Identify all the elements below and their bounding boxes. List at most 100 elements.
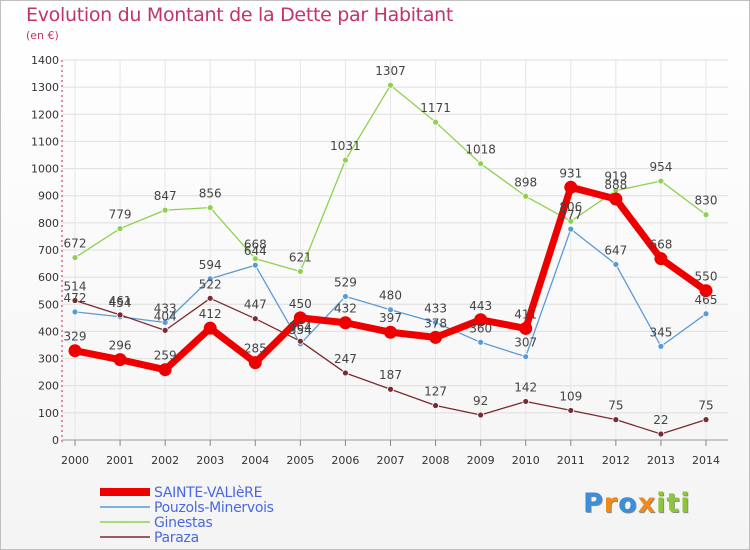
data-point xyxy=(432,118,439,126)
legend-label-1: Pouzols-Minervois xyxy=(154,500,274,516)
data-label: 345 xyxy=(649,325,672,339)
data-point xyxy=(477,411,485,419)
data-point xyxy=(251,261,259,269)
data-point xyxy=(116,311,124,319)
data-label: 247 xyxy=(334,352,357,366)
data-point xyxy=(522,192,530,200)
x-tick-label: 2008 xyxy=(422,454,450,467)
data-point xyxy=(71,254,79,262)
x-tick-label: 2011 xyxy=(557,454,585,467)
x-tick-label: 2005 xyxy=(286,454,314,467)
data-label: 898 xyxy=(514,175,537,189)
x-tick-label: 2001 xyxy=(106,454,134,467)
data-point xyxy=(699,284,713,298)
data-label: 109 xyxy=(559,389,582,403)
data-label: 354 xyxy=(289,323,312,337)
data-label: 404 xyxy=(154,309,177,323)
data-point xyxy=(609,192,623,206)
data-point xyxy=(206,204,214,212)
data-point xyxy=(206,294,214,302)
data-label: 433 xyxy=(424,301,447,315)
data-label: 621 xyxy=(289,250,312,264)
logo-letter: t xyxy=(666,488,681,519)
data-point xyxy=(68,344,82,358)
data-label: 1171 xyxy=(420,101,451,115)
y-tick-label: 1300 xyxy=(31,81,59,94)
data-point xyxy=(702,416,710,424)
data-point xyxy=(519,321,533,335)
data-label: 432 xyxy=(334,302,357,316)
data-point xyxy=(387,306,394,314)
data-point xyxy=(158,363,172,377)
data-label: 92 xyxy=(473,394,488,408)
y-tick-label: 1400 xyxy=(31,54,59,67)
data-label: 522 xyxy=(199,277,222,291)
chart-title: Evolution du Montant de la Dette par Hab… xyxy=(26,4,454,26)
data-point xyxy=(161,206,169,214)
data-label: 433 xyxy=(154,301,177,315)
data-point xyxy=(342,369,349,377)
data-point xyxy=(612,416,620,424)
data-point xyxy=(338,316,352,330)
data-point xyxy=(522,398,530,405)
data-point xyxy=(251,255,259,263)
data-label: 412 xyxy=(199,307,222,321)
y-tick-label: 1200 xyxy=(31,108,59,121)
x-tick-label: 2002 xyxy=(151,454,179,467)
data-point xyxy=(612,260,620,268)
data-label: 779 xyxy=(109,208,132,222)
data-point xyxy=(116,225,124,232)
legend-label-2: Ginestas xyxy=(154,515,212,531)
data-label: 830 xyxy=(695,194,718,208)
data-point xyxy=(203,321,217,335)
data-label: 514 xyxy=(64,279,87,293)
data-label: 187 xyxy=(379,368,402,382)
data-point xyxy=(342,156,349,164)
data-label: 296 xyxy=(109,339,132,353)
data-point xyxy=(657,342,665,350)
data-point xyxy=(702,211,710,219)
data-label: 954 xyxy=(649,160,672,174)
x-tick-label: 2006 xyxy=(331,454,359,467)
data-point xyxy=(702,310,710,318)
data-label: 454 xyxy=(109,296,132,310)
data-point xyxy=(296,268,304,275)
y-tick-label: 300 xyxy=(38,353,59,366)
data-label: 1031 xyxy=(330,139,361,153)
logo-letter: r xyxy=(603,488,619,519)
data-label: 672 xyxy=(64,237,87,251)
data-point xyxy=(567,407,575,414)
x-tick-label: 2003 xyxy=(196,454,224,467)
data-label: 847 xyxy=(154,189,177,203)
data-label: 550 xyxy=(695,270,718,284)
data-point xyxy=(387,385,394,393)
x-tick-label: 2004 xyxy=(241,454,269,467)
data-point xyxy=(248,356,262,370)
x-tick-label: 2012 xyxy=(602,454,630,467)
data-point xyxy=(161,326,169,334)
data-label: 378 xyxy=(424,316,447,330)
data-label: 443 xyxy=(469,299,492,313)
data-label: 931 xyxy=(559,166,582,180)
x-tick-label: 2013 xyxy=(647,454,675,467)
y-tick-label: 0 xyxy=(52,434,59,447)
data-label: 142 xyxy=(514,380,537,394)
data-point xyxy=(429,330,443,344)
x-tick-label: 2010 xyxy=(512,454,540,467)
data-label: 465 xyxy=(695,293,718,307)
data-point xyxy=(477,160,485,168)
data-label: 668 xyxy=(244,238,267,252)
data-label: 259 xyxy=(154,349,177,363)
data-label: 806 xyxy=(559,200,582,214)
y-tick-label: 100 xyxy=(38,407,59,420)
data-point xyxy=(432,319,439,326)
legend-label-0: SAINTE-VALIèRE xyxy=(154,485,262,501)
data-label: 777 xyxy=(559,208,582,222)
data-label: 360 xyxy=(469,321,492,335)
data-point xyxy=(161,319,169,326)
x-tick-label: 2007 xyxy=(377,454,405,467)
data-label: 411 xyxy=(514,307,537,321)
y-tick-label: 800 xyxy=(38,217,59,230)
data-label: 461 xyxy=(109,294,132,308)
y-tick-label: 700 xyxy=(38,244,59,257)
